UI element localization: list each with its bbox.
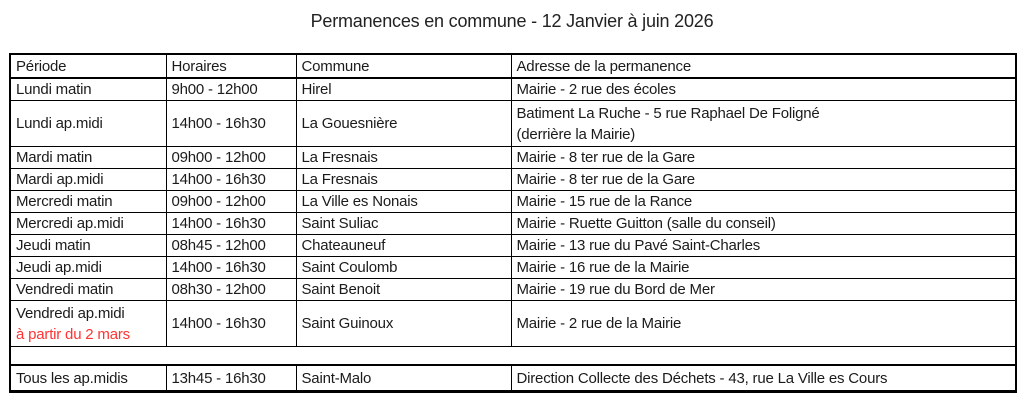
cell-horaires: 08h45 - 12h00 xyxy=(165,234,297,257)
cell-adresse: Mairie - Ruette Guitton (salle du consei… xyxy=(510,212,1017,235)
table-row: Vendredi ap.midi à partir du 2 mars 14h0… xyxy=(9,300,1017,347)
page-title: Permanences en commune - 12 Janvier à ju… xyxy=(310,11,714,31)
table-row: Tous les ap.midis 13h45 - 16h30 Saint-Ma… xyxy=(9,364,1017,392)
table-row: Jeudi ap.midi 14h00 - 16h30 Saint Coulom… xyxy=(9,256,1017,279)
table-row: Lundi matin 9h00 - 12h00 Hirel Mairie - … xyxy=(9,77,1017,101)
spacer-row xyxy=(10,346,1016,366)
cell-horaires: 14h00 - 16h30 xyxy=(165,300,297,347)
cell-commune: La Ville es Nonais xyxy=(295,190,512,213)
cell-horaires: 08h30 - 12h00 xyxy=(165,278,297,301)
table-header-row: Période Horaires Commune Adresse de la p… xyxy=(9,53,1017,79)
table-row: Mercredi ap.midi 14h00 - 16h30 Saint Sul… xyxy=(9,212,1017,235)
cell-periode: Mardi matin xyxy=(9,146,167,169)
cell-periode: Vendredi matin xyxy=(9,278,167,301)
cell-horaires: 13h45 - 16h30 xyxy=(165,364,297,392)
table-row: Jeudi matin 08h45 - 12h00 Chateauneuf Ma… xyxy=(9,234,1017,257)
periode-label: Vendredi ap.midi xyxy=(16,304,125,322)
cell-horaires: 09h00 - 12h00 xyxy=(165,146,297,169)
cell-commune: Hirel xyxy=(295,77,512,101)
cell-horaires: 14h00 - 16h30 xyxy=(165,256,297,279)
cell-adresse: Direction Collecte des Déchets - 43, rue… xyxy=(510,364,1017,392)
cell-commune: La Fresnais xyxy=(295,168,512,191)
header-periode: Période xyxy=(9,53,167,79)
cell-adresse: Mairie - 16 rue de la Mairie xyxy=(510,256,1017,279)
cell-adresse: Mairie - 13 rue du Pavé Saint-Charles xyxy=(510,234,1017,257)
table-row: Mardi matin 09h00 - 12h00 La Fresnais Ma… xyxy=(9,146,1017,169)
cell-commune: Saint Coulomb xyxy=(295,256,512,279)
cell-periode: Vendredi ap.midi à partir du 2 mars xyxy=(9,300,167,347)
cell-commune: Saint Benoit xyxy=(295,278,512,301)
cell-commune: Saint Suliac xyxy=(295,212,512,235)
cell-periode: Lundi ap.midi xyxy=(9,100,167,147)
cell-adresse: Mairie - 8 ter rue de la Gare xyxy=(510,146,1017,169)
cell-adresse: Mairie - 2 rue des écoles xyxy=(510,77,1017,101)
cell-horaires: 9h00 - 12h00 xyxy=(165,77,297,101)
table-row: Mardi ap.midi 14h00 - 16h30 La Fresnais … xyxy=(9,168,1017,191)
permanences-table: Période Horaires Commune Adresse de la p… xyxy=(9,53,1017,393)
cell-adresse: Mairie - 15 rue de la Rance xyxy=(510,190,1017,213)
table-row: Lundi ap.midi 14h00 - 16h30 La Gouesnièr… xyxy=(9,100,1017,147)
cell-commune: La Fresnais xyxy=(295,146,512,169)
cell-periode: Lundi matin xyxy=(9,77,167,101)
header-horaires: Horaires xyxy=(165,53,297,79)
cell-commune: Saint-Malo xyxy=(295,364,512,392)
spacer-cell xyxy=(10,346,1016,366)
adresse-line-1: Batiment La Ruche - 5 rue Raphael De Fol… xyxy=(516,104,820,122)
cell-periode: Tous les ap.midis xyxy=(9,364,167,392)
cell-commune: La Gouesnière xyxy=(295,100,512,147)
table-row: Mercredi matin 09h00 - 12h00 La Ville es… xyxy=(9,190,1017,213)
cell-adresse: Batiment La Ruche - 5 rue Raphael De Fol… xyxy=(510,100,1017,147)
table-row: Vendredi matin 08h30 - 12h00 Saint Benoi… xyxy=(9,278,1017,301)
cell-horaires: 09h00 - 12h00 xyxy=(165,190,297,213)
header-adresse: Adresse de la permanence xyxy=(510,53,1017,79)
cell-periode: Jeudi matin xyxy=(9,234,167,257)
adresse-line-2: (derrière la Mairie) xyxy=(516,125,636,143)
cell-horaires: 14h00 - 16h30 xyxy=(165,168,297,191)
periode-note-red: à partir du 2 mars xyxy=(16,325,130,343)
cell-adresse: Mairie - 19 rue du Bord de Mer xyxy=(510,278,1017,301)
cell-adresse: Mairie - 2 rue de la Mairie xyxy=(510,300,1017,347)
cell-commune: Chateauneuf xyxy=(295,234,512,257)
cell-horaires: 14h00 - 16h30 xyxy=(165,100,297,147)
cell-periode: Mercredi matin xyxy=(9,190,167,213)
cell-adresse: Mairie - 8 ter rue de la Gare xyxy=(510,168,1017,191)
cell-periode: Mercredi ap.midi xyxy=(9,212,167,235)
cell-periode: Mardi ap.midi xyxy=(9,168,167,191)
cell-horaires: 14h00 - 16h30 xyxy=(165,212,297,235)
cell-commune: Saint Guinoux xyxy=(295,300,512,347)
header-commune: Commune xyxy=(295,53,512,79)
cell-periode: Jeudi ap.midi xyxy=(9,256,167,279)
